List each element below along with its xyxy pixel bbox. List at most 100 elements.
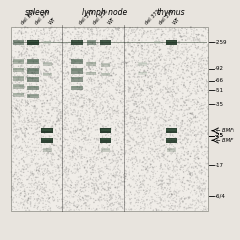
Point xyxy=(198,161,202,165)
Point xyxy=(51,125,55,128)
Point xyxy=(164,183,168,187)
Point xyxy=(12,34,16,38)
Point xyxy=(91,48,95,52)
Point xyxy=(18,112,22,116)
Point xyxy=(92,32,96,36)
Point xyxy=(52,175,56,179)
Point xyxy=(66,91,70,95)
Point xyxy=(189,152,193,156)
Point xyxy=(68,149,72,153)
Point xyxy=(41,39,45,42)
Point xyxy=(91,38,95,42)
Point xyxy=(50,114,54,118)
Point xyxy=(142,179,146,182)
Point xyxy=(191,173,194,177)
Point xyxy=(72,203,76,207)
Point xyxy=(195,98,199,102)
Point xyxy=(17,50,21,54)
Point xyxy=(84,147,87,151)
Point xyxy=(43,120,47,124)
Point xyxy=(126,79,129,83)
Point xyxy=(172,66,175,70)
Point xyxy=(124,207,128,211)
Point xyxy=(59,67,62,71)
Point xyxy=(16,99,20,103)
Point xyxy=(41,188,45,192)
Point xyxy=(189,206,193,210)
Point xyxy=(105,179,108,183)
Point xyxy=(172,192,176,196)
Point xyxy=(45,44,49,48)
Bar xyxy=(87,72,96,73)
Point xyxy=(41,125,45,128)
Point xyxy=(21,181,24,185)
Point xyxy=(77,139,81,143)
Point xyxy=(196,156,199,159)
Point xyxy=(141,78,144,81)
Point xyxy=(81,115,85,119)
Point xyxy=(102,156,106,160)
Point xyxy=(20,131,24,135)
Point xyxy=(112,98,115,102)
Point xyxy=(195,45,199,49)
Point xyxy=(21,164,25,168)
Point xyxy=(49,162,53,166)
Point xyxy=(139,29,143,33)
Point xyxy=(50,51,54,54)
Point xyxy=(68,196,72,200)
Point xyxy=(118,91,121,95)
Point xyxy=(30,63,34,67)
Point xyxy=(129,45,133,49)
Point xyxy=(34,32,38,36)
Point xyxy=(27,79,31,83)
Point xyxy=(69,142,72,145)
Point xyxy=(197,200,201,204)
Point xyxy=(30,71,34,75)
Point xyxy=(42,176,46,180)
Point xyxy=(135,58,138,62)
Point xyxy=(108,61,112,65)
Point xyxy=(62,59,66,63)
Point xyxy=(17,207,21,211)
Point xyxy=(104,128,108,132)
Point xyxy=(144,150,148,154)
Point xyxy=(198,102,202,106)
Point xyxy=(33,145,37,149)
Point xyxy=(85,179,89,182)
Point xyxy=(42,33,46,37)
Point xyxy=(106,123,110,127)
Point xyxy=(186,50,190,54)
Point xyxy=(75,207,78,211)
Point xyxy=(151,51,155,55)
Point xyxy=(99,98,103,102)
Point xyxy=(113,168,117,171)
Point xyxy=(150,146,154,150)
Point xyxy=(114,174,118,178)
Point xyxy=(50,54,54,58)
Point xyxy=(153,175,157,179)
Point xyxy=(175,104,179,108)
Point xyxy=(65,41,68,45)
Point xyxy=(145,151,149,155)
Point xyxy=(55,49,59,53)
Point xyxy=(153,27,157,31)
Point xyxy=(199,145,203,149)
Point xyxy=(67,120,71,123)
Point xyxy=(186,111,190,115)
Point xyxy=(105,192,108,196)
Point xyxy=(109,60,113,64)
Point xyxy=(141,122,145,126)
Text: -35: -35 xyxy=(214,102,223,107)
Point xyxy=(146,141,150,145)
Point xyxy=(182,53,186,57)
Point xyxy=(184,164,188,168)
Point xyxy=(148,185,152,188)
Point xyxy=(42,124,46,128)
Point xyxy=(112,122,115,126)
Point xyxy=(97,83,101,86)
Point xyxy=(25,77,29,81)
Point xyxy=(153,111,157,114)
Point xyxy=(50,99,54,102)
Point xyxy=(182,77,186,81)
Point xyxy=(166,65,170,68)
